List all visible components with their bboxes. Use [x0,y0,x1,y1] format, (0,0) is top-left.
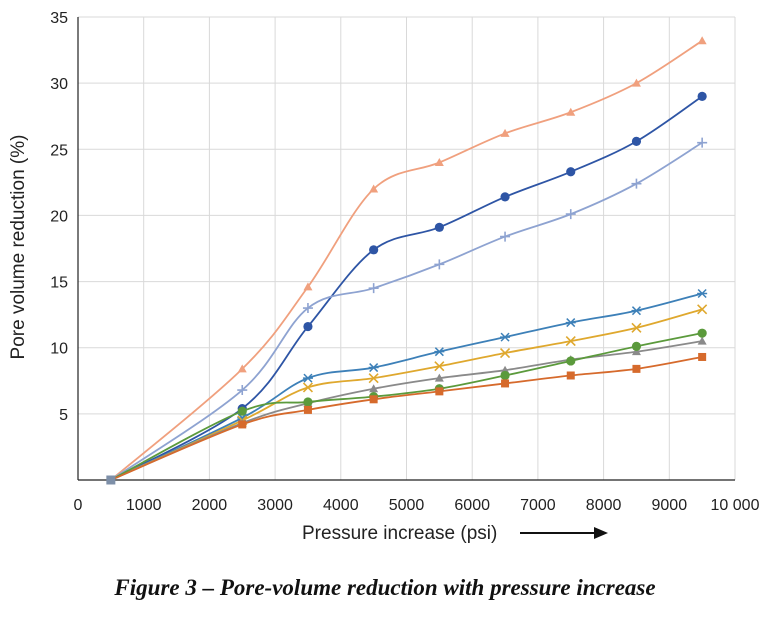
data-point [697,36,707,45]
data-point [500,192,510,202]
data-point [566,356,576,366]
data-point [368,373,379,384]
data-point [500,370,510,381]
data-point [565,209,576,220]
data-point [435,387,444,396]
data-point [303,397,313,407]
data-point [697,336,707,345]
y-tick-label: 25 [50,142,68,159]
data-point [501,379,510,388]
data-point [631,341,642,351]
y-axis-label: Pore volume reduction (%) [8,135,29,360]
data-point [566,167,576,177]
series-3 [110,137,708,481]
data-point [631,136,642,146]
arrow-head [594,527,608,539]
series-7 [110,328,707,481]
data-point [368,283,379,294]
tick-labels: 0 1000 2000 3000 4000 5000 6000 7000 8000 9000 10 … [50,10,759,514]
data-point [238,420,247,429]
data-point [499,347,511,359]
x-tick-label: 9000 [652,497,688,514]
data-point [565,318,576,328]
data-point [237,364,247,373]
y-tick-label: 20 [50,208,68,225]
data-point [631,178,642,189]
data-point [369,384,379,393]
data-point [697,328,707,338]
y-tick-label: 35 [50,10,68,27]
data-point [632,364,641,373]
x-tick-label: 5000 [389,497,425,514]
x-tick-label: 8000 [586,497,622,514]
data-point [302,382,314,393]
data-point [434,361,445,372]
series-layer [106,36,708,485]
data-point [303,405,312,414]
data-point [302,373,313,383]
x-tick-label: 7000 [520,497,556,514]
axes [77,17,735,481]
data-point [303,282,313,291]
data-point [368,363,379,373]
data-point [697,91,707,101]
data-point [369,395,378,404]
data-point [303,321,313,332]
y-tick-label: 5 [59,407,68,424]
data-point [500,231,511,242]
figure-caption: Figure 3 – Pore-volume reduction with pr… [114,575,656,600]
data-point [434,222,444,232]
data-point [500,128,510,137]
x-axis-title: Pressure increase (psi) [302,523,608,544]
y-tick-label: 15 [50,275,68,292]
x-tick-label: 3000 [257,497,293,514]
data-point [631,347,641,356]
data-point [434,347,445,357]
series-8 [110,352,707,481]
data-point [369,184,379,193]
data-point [237,385,248,396]
y-tick-label: 30 [50,76,68,93]
x-tick-label: 0 [74,497,83,514]
x-tick-label: 1000 [126,497,162,514]
data-point [434,259,445,270]
data-point [698,352,707,361]
chart: 0 1000 2000 3000 4000 5000 6000 7000 8000 9000 10 … [8,10,760,544]
data-point [302,303,313,314]
x-tick-label: 4000 [323,497,359,514]
data-point [434,373,444,382]
data-point [631,306,642,316]
data-point [697,288,708,299]
origin-point [106,475,116,485]
data-point [566,107,576,116]
grid [77,16,736,480]
y-tick-label: 10 [50,341,68,358]
data-point [434,158,444,167]
data-point [697,304,708,315]
x-tick-label: 6000 [454,497,490,514]
x-tick-label: 10 000 [711,497,760,514]
data-point [631,322,642,333]
data-point [369,245,379,255]
series-1 [110,36,707,481]
series-4 [110,288,708,481]
data-point [566,371,575,380]
data-point [565,336,576,347]
x-axis-label: Pressure increase (psi) [302,523,497,544]
x-tick-label: 2000 [192,497,228,514]
data-point [237,406,247,416]
data-point [631,78,641,87]
series-6 [110,336,707,481]
data-point [697,137,708,148]
data-point [500,332,511,342]
